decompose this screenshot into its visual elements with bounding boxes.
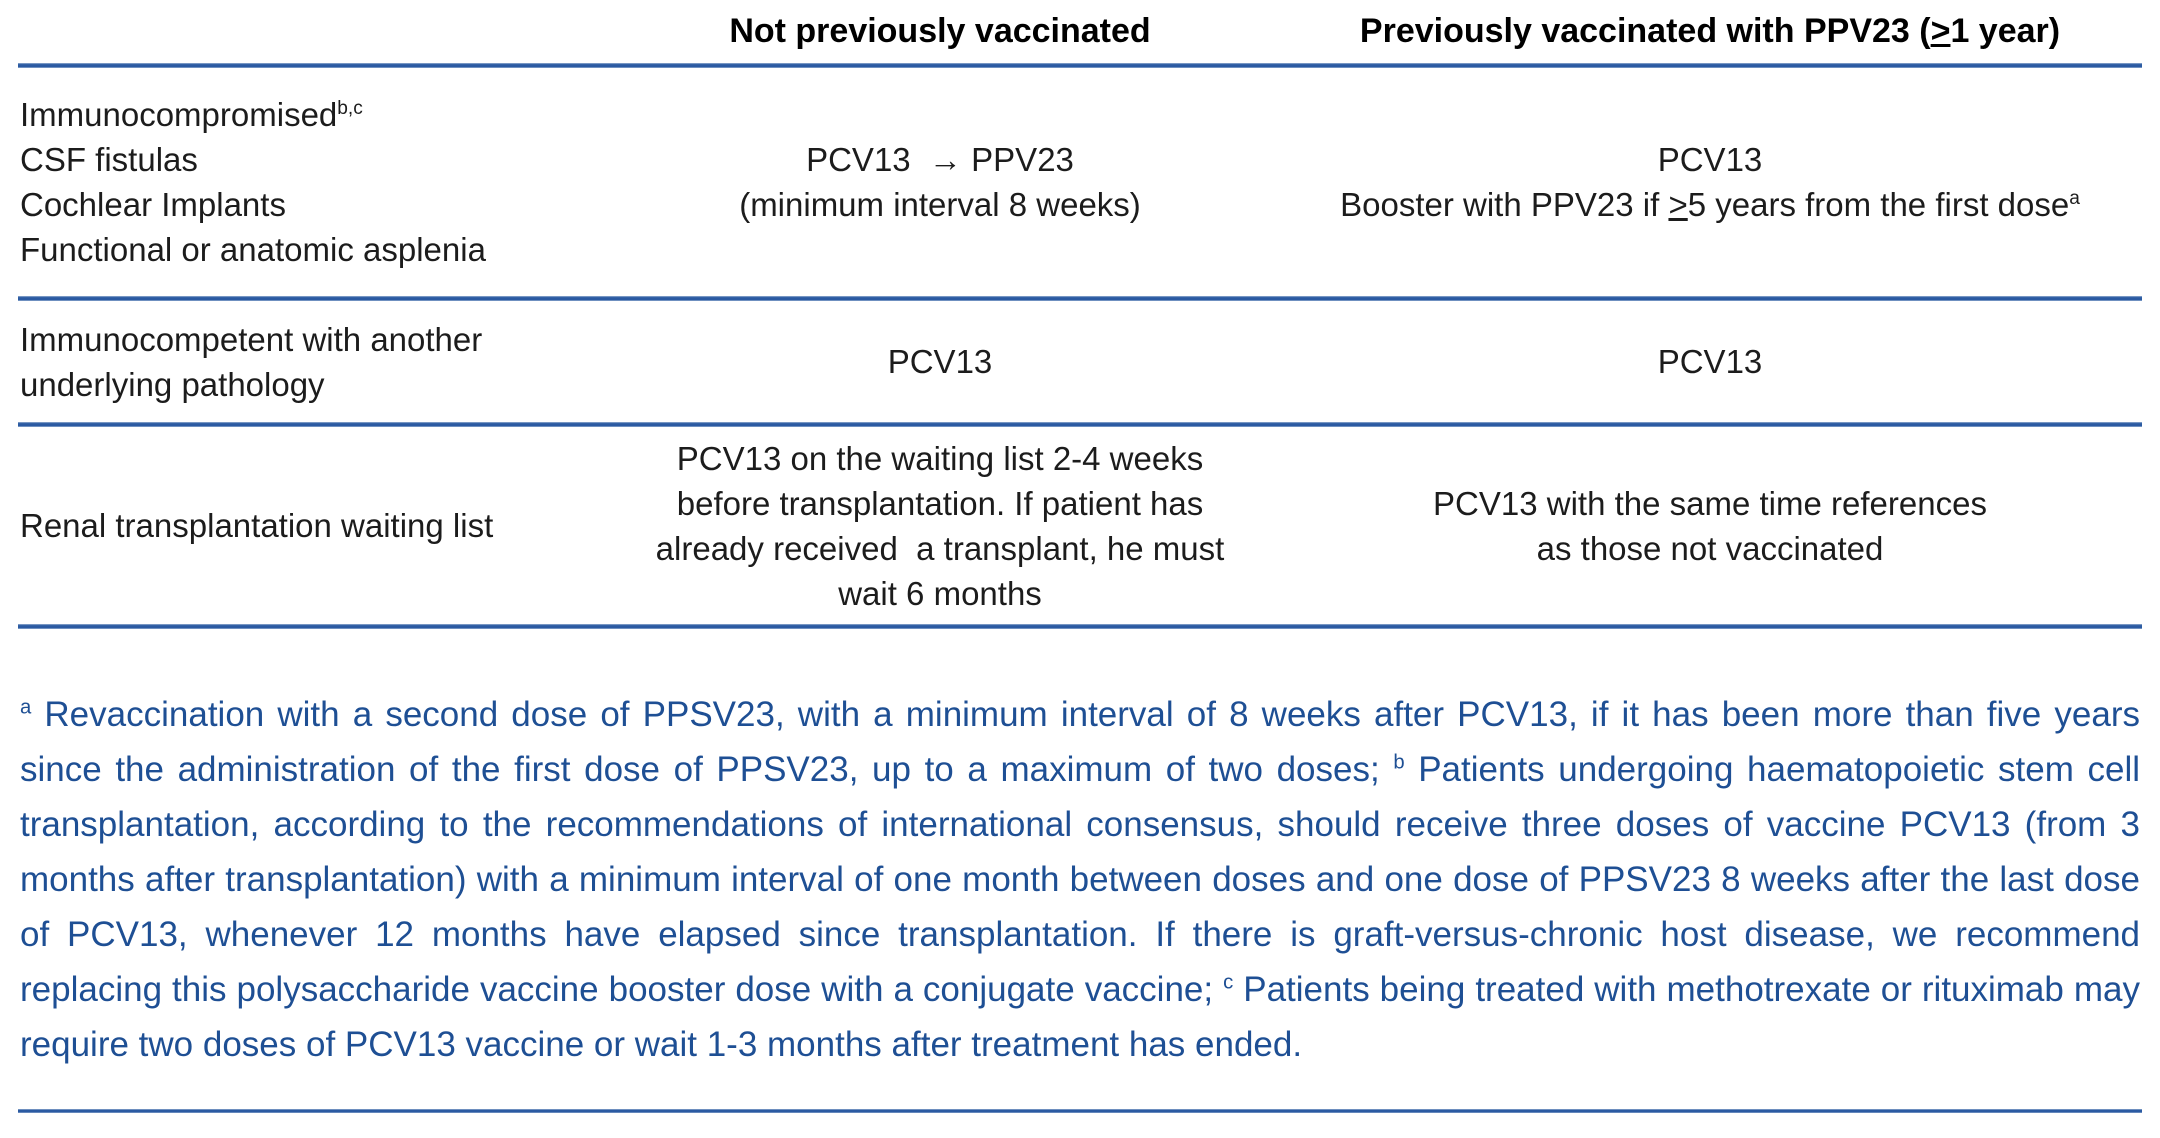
text-line: Renal transplantation waiting list (20, 503, 493, 548)
text-segment: Revaccination with a second dose of PPSV… (20, 695, 2140, 789)
text-segment: Patients undergoing haematopoietic stem … (20, 750, 2141, 1009)
text-line: before transplantation. If patient has (677, 481, 1204, 526)
text-line: as those not vaccinated (1537, 526, 1884, 571)
text-line: PCV13 (1658, 339, 1763, 384)
row-label-cell: Immunocompromisedb,c CSF fistulas Cochlear… (20, 68, 600, 296)
not-vaccinated-cell: PCV13 on the waiting list 2-4 weeks befor… (600, 427, 1280, 624)
text-line: Booster with PPV23 if >5 years from the … (1340, 182, 2080, 227)
text-segment: PCV13 with the same time references (1433, 484, 1987, 522)
not-vaccinated-cell: PCV13 (600, 301, 1280, 422)
text-segment: PCV13 (1657, 343, 1763, 380)
text-line: PCV13 with the same time references (1433, 481, 1987, 526)
not-vaccinated-cell: PCV13 → PPV23 (minimum interval 8 weeks) (600, 68, 1280, 296)
superscript-marker: c (1223, 971, 1234, 994)
superscript-marker: b,c (337, 98, 363, 119)
text-segment: as those not vaccinated (1536, 529, 1884, 567)
col-header-previously-vaccinated: Previously vaccinated with PPV23 (>1 yea… (1280, 11, 2140, 50)
text-line: already received a transplant, he must (656, 526, 1225, 571)
text-segment: (minimum interval 8 weeks) (739, 186, 1141, 223)
text-line: underlying pathology (20, 362, 325, 407)
text-segment: already received a transplant, he must (655, 529, 1225, 567)
row-divider-2 (18, 422, 2142, 427)
text-segment: Functional or anatomic asplenia (20, 231, 486, 268)
text-segment: 1 year) (1950, 11, 2061, 50)
text-segment: 5 years from the first dose (1687, 186, 2070, 223)
text-segment: Booster with PPV23 if (1340, 186, 1669, 223)
previously-vaccinated-cell: PCV13 Booster with PPV23 if >5 years from… (1280, 68, 2140, 296)
text-line: wait 6 months (838, 571, 1042, 616)
table-row-renal-transplantation: Renal transplantation waiting list PCV13… (0, 427, 2160, 624)
superscript-marker: a (2069, 188, 2080, 209)
row-label-cell: Immunocompetent with another underlying p… (20, 301, 600, 422)
text-segment: PCV13 on the waiting list 2-4 weeks (676, 439, 1204, 477)
text-segment: PCV13 → PPV23 (806, 141, 1074, 178)
text-line: Cochlear Implants (20, 182, 286, 227)
text-segment: > (1930, 11, 1951, 50)
text-line: PCV13 (1658, 137, 1763, 182)
text-segment: CSF fistulas (20, 141, 198, 178)
text-line: (minimum interval 8 weeks) (739, 182, 1141, 227)
table-rule-top (18, 63, 2142, 68)
page-bottom-rule (18, 1109, 2142, 1113)
col-header-not-previously-vaccinated: Not previously vaccinated (729, 11, 1151, 50)
text-segment: underlying pathology (20, 365, 325, 403)
text-segment: wait 6 months (838, 574, 1042, 612)
table-rule-bottom (18, 624, 2142, 629)
text-segment: PCV13 (887, 343, 993, 380)
row-divider-1 (18, 296, 2142, 301)
table-row-immunocompetent: Immunocompetent with another underlying p… (0, 301, 2160, 422)
text-line: CSF fistulas (20, 137, 198, 182)
text-segment: Renal transplantation waiting list (20, 507, 494, 544)
footnotes-paragraph: a Revaccination with a second dose of PP… (20, 687, 2140, 1072)
superscript-marker: b (1393, 751, 1405, 774)
text-line: PCV13 → PPV23 (806, 137, 1074, 182)
text-segment: Immunocompetent with another (20, 320, 483, 358)
text-segment: > (1668, 186, 1688, 223)
table-row-immunocompromised-group: Immunocompromisedb,c CSF fistulas Cochlear… (0, 68, 2160, 296)
text-segment: before transplantation. If patient has (676, 484, 1204, 522)
text-segment: Patients being treated with methotrexate… (20, 970, 2140, 1064)
text-segment: Cochlear Implants (20, 186, 286, 223)
previously-vaccinated-cell: PCV13 with the same time references as th… (1280, 427, 2140, 624)
text-line: PCV13 (888, 339, 993, 384)
row-label-cell: Renal transplantation waiting list (20, 427, 600, 624)
text-line: PCV13 on the waiting list 2-4 weeks (677, 436, 1203, 481)
superscript-marker: a (20, 696, 32, 719)
table-header-row: Not previously vaccinated Previously vac… (0, 0, 2160, 63)
text-line: Immunocompetent with another (20, 317, 482, 362)
text-segment: Previously vaccinated with PPV23 ( (1359, 11, 1931, 50)
text-line: Immunocompromisedb,c (20, 92, 363, 137)
text-segment: Immunocompromised (20, 96, 338, 133)
previously-vaccinated-cell: PCV13 (1280, 301, 2140, 422)
text-line: Functional or anatomic asplenia (20, 227, 486, 272)
text-segment: PCV13 (1657, 141, 1763, 178)
